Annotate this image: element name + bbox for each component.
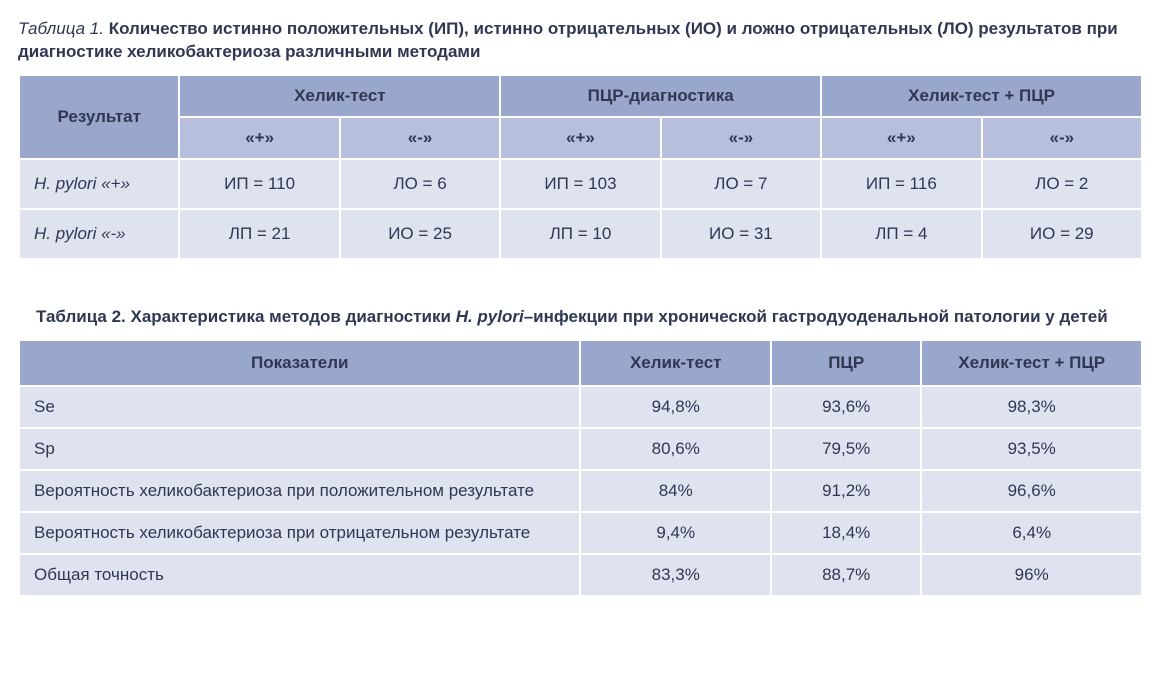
table2-cell: 18,4% — [771, 512, 921, 554]
table2: Показатели Хелик-тест ПЦР Хелик-тест + П… — [18, 339, 1143, 597]
table1-cell: ИП = 110 — [179, 159, 339, 209]
table2-header-indicator: Показатели — [19, 340, 580, 386]
table2-cell: 88,7% — [771, 554, 921, 596]
table1-cell: ЛП = 10 — [500, 209, 660, 259]
table-row: Se 94,8% 93,6% 98,3% — [19, 386, 1142, 428]
table1-cell: ЛП = 21 — [179, 209, 339, 259]
table1-cell: ЛП = 4 — [821, 209, 981, 259]
table1-header-group-2: Хелик-тест + ПЦР — [821, 75, 1142, 117]
table1-sub-0-minus: «-» — [340, 117, 500, 159]
table2-header-col-1: ПЦР — [771, 340, 921, 386]
table2-cell: 84% — [580, 470, 771, 512]
table1-cell: ИО = 25 — [340, 209, 500, 259]
table1-cell: ЛО = 6 — [340, 159, 500, 209]
table1: Результат Хелик-тест ПЦР-диагностика Хел… — [18, 74, 1143, 260]
table-row: Общая точность 83,3% 88,7% 96% — [19, 554, 1142, 596]
table1-cell: ИП = 103 — [500, 159, 660, 209]
table2-caption-italic: H. pylori — [456, 307, 524, 326]
table2-cell: 6,4% — [921, 512, 1142, 554]
table2-cell: 91,2% — [771, 470, 921, 512]
table2-row-label: Se — [19, 386, 580, 428]
table1-row-0-label: H. pylori «+» — [19, 159, 179, 209]
table2-row-label: Вероятность хеликобактериоза при отрицат… — [19, 512, 580, 554]
table2-cell: 94,8% — [580, 386, 771, 428]
table2-header-col-0: Хелик-тест — [580, 340, 771, 386]
table1-cell: ЛО = 2 — [982, 159, 1142, 209]
table1-caption: Таблица 1. Количество истинно положитель… — [18, 18, 1143, 64]
table1-sub-0-plus: «+» — [179, 117, 339, 159]
table1-caption-lead: Таблица 1. — [18, 19, 104, 38]
table1-header-row-2: «+» «-» «+» «-» «+» «-» — [19, 117, 1142, 159]
table2-caption-suffix: –инфекции при хронической гастродуоденал… — [524, 307, 1108, 326]
table2-cell: 93,6% — [771, 386, 921, 428]
table1-cell: ИО = 29 — [982, 209, 1142, 259]
table2-cell: 93,5% — [921, 428, 1142, 470]
table1-header-group-1: ПЦР-диагностика — [500, 75, 821, 117]
table2-cell: 83,3% — [580, 554, 771, 596]
table2-caption-prefix: Таблица 2. Характеристика методов диагно… — [36, 307, 456, 326]
table2-caption: Таблица 2. Характеристика методов диагно… — [36, 306, 1143, 329]
table1-cell: ИО = 31 — [661, 209, 821, 259]
table2-header-col-2: Хелик-тест + ПЦР — [921, 340, 1142, 386]
table2-cell: 9,4% — [580, 512, 771, 554]
table2-cell: 98,3% — [921, 386, 1142, 428]
table1-sub-2-plus: «+» — [821, 117, 981, 159]
table1-row-1-label: H. pylori «-» — [19, 209, 179, 259]
table2-cell: 96,6% — [921, 470, 1142, 512]
table2-cell: 79,5% — [771, 428, 921, 470]
table2-row-label: Вероятность хеликобактериоза при положит… — [19, 470, 580, 512]
table1-sub-1-plus: «+» — [500, 117, 660, 159]
table2-cell: 96% — [921, 554, 1142, 596]
table-row: Sp 80,6% 79,5% 93,5% — [19, 428, 1142, 470]
table2-row-label: Общая точность — [19, 554, 580, 596]
table1-sub-2-minus: «-» — [982, 117, 1142, 159]
table1-cell: ИП = 116 — [821, 159, 981, 209]
table-row: H. pylori «-» ЛП = 21 ИО = 25 ЛП = 10 ИО… — [19, 209, 1142, 259]
table2-row-label: Sp — [19, 428, 580, 470]
table1-header-row-1: Результат Хелик-тест ПЦР-диагностика Хел… — [19, 75, 1142, 117]
table1-header-group-0: Хелик-тест — [179, 75, 500, 117]
table1-caption-bold: Количество истинно положительных (ИП), и… — [18, 19, 1118, 61]
table1-cell: ЛО = 7 — [661, 159, 821, 209]
table-row: H. pylori «+» ИП = 110 ЛО = 6 ИП = 103 Л… — [19, 159, 1142, 209]
table-row: Вероятность хеликобактериоза при отрицат… — [19, 512, 1142, 554]
table2-header-row: Показатели Хелик-тест ПЦР Хелик-тест + П… — [19, 340, 1142, 386]
table-row: Вероятность хеликобактериоза при положит… — [19, 470, 1142, 512]
table1-sub-1-minus: «-» — [661, 117, 821, 159]
table2-cell: 80,6% — [580, 428, 771, 470]
table1-header-result: Результат — [19, 75, 179, 159]
